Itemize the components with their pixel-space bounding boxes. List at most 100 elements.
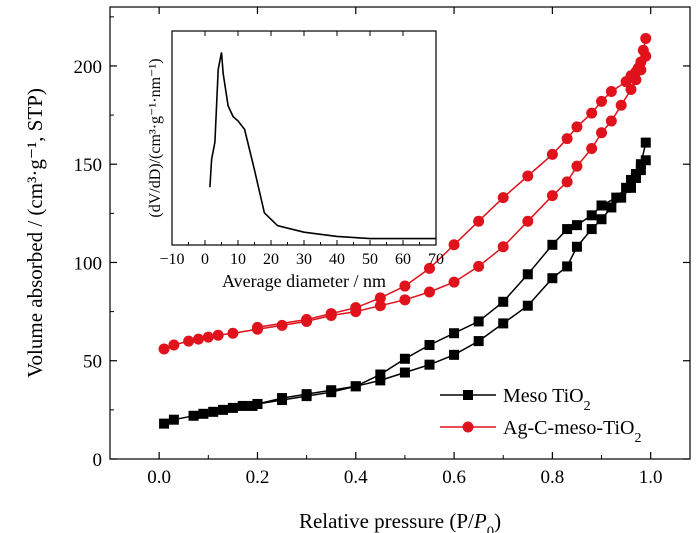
data-point: [596, 95, 608, 107]
data-point: [586, 107, 598, 119]
y-tick-label: 150: [74, 155, 103, 176]
data-point: [473, 336, 484, 347]
data-point: [611, 192, 622, 203]
data-point: [546, 148, 558, 160]
data-point: [562, 224, 573, 235]
data-point: [522, 269, 533, 280]
data-point: [547, 273, 558, 284]
legend-label: Meso TiO2: [503, 385, 591, 414]
inset-x-axis-label: Average diameter / nm: [222, 271, 386, 291]
data-point: [237, 400, 248, 411]
data-point: [399, 353, 410, 364]
data-point: [208, 406, 219, 417]
data-point: [159, 418, 170, 429]
data-point: [522, 215, 534, 227]
data-point: [276, 319, 288, 331]
data-point: [586, 224, 597, 235]
data-point: [473, 316, 484, 327]
inset-x-tick-label: 30: [296, 251, 312, 268]
data-point: [596, 127, 608, 139]
data-point: [640, 32, 652, 44]
series-meso-tio2: [159, 137, 651, 429]
data-point: [448, 239, 460, 251]
data-point: [374, 292, 386, 304]
data-point: [423, 262, 435, 274]
x-tick-label: 0.2: [246, 467, 270, 488]
data-point: [375, 375, 386, 386]
pore-size-distribution-line: [209, 52, 436, 240]
data-point: [198, 408, 209, 419]
x-tick-label: 0.0: [147, 467, 171, 488]
data-point: [571, 160, 583, 172]
data-point: [571, 241, 582, 252]
data-point: [374, 300, 386, 312]
data-point: [586, 142, 598, 154]
x-axis-label: Relative pressure (P/P0): [299, 509, 501, 533]
data-point: [277, 393, 288, 404]
data-point: [399, 367, 410, 378]
data-point: [586, 210, 597, 221]
data-point: [448, 276, 460, 288]
data-point: [158, 343, 170, 355]
data-point: [571, 121, 583, 133]
x-tick-label: 0.4: [344, 467, 368, 488]
data-point: [399, 280, 411, 292]
x-tick-label: 1.0: [639, 467, 663, 488]
inset-x-tick-label: 20: [263, 251, 279, 268]
data-point: [188, 410, 199, 421]
data-point: [522, 300, 533, 311]
inset-y-axis-label: (dV/dD)/(cm³·g⁻¹·nm⁻¹): [147, 58, 164, 217]
data-point: [606, 202, 617, 213]
y-tick-label: 100: [74, 253, 103, 274]
data-point: [424, 359, 435, 370]
data-point: [621, 182, 632, 193]
inset-x-tick-label: 40: [329, 251, 345, 268]
x-tick-label: 0.8: [540, 467, 564, 488]
data-point: [350, 302, 362, 314]
inset-frame: [171, 30, 437, 246]
data-point: [192, 333, 204, 345]
data-point: [227, 327, 239, 339]
data-point: [498, 318, 509, 329]
data-point: [449, 349, 460, 360]
data-point: [462, 421, 474, 433]
data-point: [561, 133, 573, 145]
data-point: [301, 313, 313, 325]
data-point: [473, 260, 485, 272]
inset-x-tick-label: 50: [362, 251, 378, 268]
inset-x-tick-label: 10: [230, 251, 246, 268]
data-point: [423, 286, 435, 298]
data-point: [473, 215, 485, 227]
data-point: [218, 404, 229, 415]
data-point: [605, 115, 617, 127]
data-point: [637, 44, 649, 56]
inset-x-tick-label: −10: [159, 251, 184, 268]
data-point: [252, 398, 263, 409]
data-point: [497, 192, 509, 204]
data-point: [497, 241, 509, 253]
data-point: [605, 86, 617, 98]
data-point: [625, 84, 637, 96]
x-axis-ticks: 0.0 0.2 0.4 0.6 0.8 1.0: [109, 7, 663, 488]
y-tick-label: 0: [93, 450, 103, 471]
x-tick-label: 0.6: [442, 467, 466, 488]
data-point: [424, 340, 435, 351]
data-point: [301, 389, 312, 400]
plot-frame: [109, 6, 691, 460]
data-point: [498, 296, 509, 307]
data-point: [325, 308, 337, 320]
inset-x-tick-label: 0: [201, 251, 209, 268]
data-point: [640, 137, 651, 148]
data-point: [596, 200, 607, 211]
data-point: [399, 294, 411, 306]
data-point: [571, 220, 582, 231]
data-point: [463, 390, 473, 400]
data-point: [350, 381, 361, 392]
data-point: [227, 402, 238, 413]
data-point: [251, 321, 263, 333]
data-point: [375, 369, 386, 380]
data-point: [615, 99, 627, 111]
inset-x-tick-label: 70: [428, 251, 444, 268]
